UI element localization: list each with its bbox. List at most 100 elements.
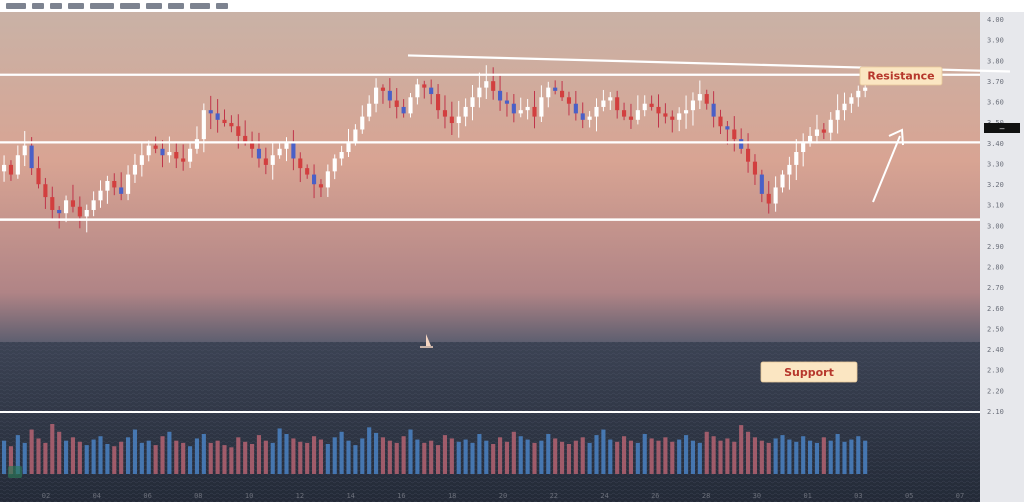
- volume-bar: [684, 435, 689, 474]
- volume-bar: [84, 445, 89, 474]
- toolbar-strip: [6, 2, 228, 10]
- volume-bar: [814, 442, 820, 474]
- candle: [635, 95, 640, 125]
- candle: [43, 177, 48, 209]
- candle: [608, 91, 613, 110]
- volume-bar: [250, 444, 255, 474]
- sky-background: [0, 12, 980, 342]
- volume-bar: [449, 438, 454, 474]
- toolbar-button-3[interactable]: [68, 3, 84, 9]
- candle: [22, 131, 27, 167]
- toolbar-button-8[interactable]: [190, 3, 210, 9]
- candle: [566, 91, 572, 116]
- volume-bar: [601, 429, 606, 474]
- volume-bar: [663, 437, 668, 474]
- x-tick-label: 18: [448, 492, 456, 500]
- volume-bar: [70, 437, 76, 474]
- volume-bar: [498, 437, 503, 474]
- candle: [277, 142, 282, 159]
- volume-bar: [112, 446, 117, 474]
- volume-bar: [98, 436, 103, 474]
- candle: [649, 95, 654, 111]
- volume-bar: [587, 442, 592, 474]
- volume-bar: [50, 424, 55, 474]
- toolbar-button-0[interactable]: [6, 3, 26, 9]
- candle: [787, 156, 792, 190]
- volume-bar: [470, 442, 475, 474]
- resistance-callout: Resistance: [859, 66, 943, 86]
- volume-bar: [442, 435, 448, 474]
- toolbar-button-7[interactable]: [168, 3, 184, 9]
- toolbar-button-1[interactable]: [32, 3, 44, 9]
- candle: [208, 95, 213, 130]
- level-lines: [0, 54, 1011, 413]
- candle: [332, 154, 337, 180]
- volume-bar: [649, 438, 654, 474]
- candle: [449, 101, 454, 135]
- volume-bar: [504, 441, 510, 474]
- x-tick-label: 12: [296, 492, 304, 500]
- volume-bar: [677, 439, 682, 474]
- volume-bar: [43, 442, 48, 474]
- candle: [64, 195, 69, 223]
- toolbar-button-4[interactable]: [90, 3, 114, 9]
- candle: [456, 100, 461, 138]
- toolbar-button-6[interactable]: [146, 3, 162, 9]
- volume-bar: [697, 442, 702, 474]
- candle: [50, 186, 55, 220]
- y-tick-label: 3.20: [987, 181, 1004, 189]
- volume-bar: [243, 441, 248, 474]
- volume-bar: [422, 442, 427, 474]
- volume-bar: [532, 442, 537, 474]
- candle: [160, 140, 165, 168]
- volume-bar: [553, 438, 558, 474]
- y-tick-label: 3.10: [987, 202, 1004, 210]
- y-tick-label: 3.00: [987, 222, 1004, 230]
- candle: [732, 116, 737, 152]
- x-tick-label: 01: [803, 492, 811, 500]
- volume-bar: [408, 429, 413, 474]
- volume-bar: [635, 442, 640, 474]
- candle: [491, 67, 496, 100]
- candle: [697, 80, 702, 110]
- x-tick-label: 28: [702, 492, 710, 500]
- volume-bar: [752, 437, 758, 474]
- candle: [153, 136, 158, 154]
- volume-bar: [394, 442, 399, 474]
- volume-bar: [132, 429, 138, 474]
- toolbar-button-9[interactable]: [216, 3, 228, 9]
- candle: [656, 94, 661, 128]
- candle: [181, 144, 186, 171]
- candle: [498, 75, 503, 111]
- y-tick-label: 3.90: [987, 37, 1004, 45]
- candle: [553, 80, 558, 95]
- y-tick-label: 2.40: [987, 346, 1004, 354]
- candle: [98, 180, 103, 208]
- volume-bar: [374, 432, 379, 474]
- candle: [794, 139, 799, 181]
- volume-bar: [201, 434, 206, 474]
- candle: [422, 80, 427, 99]
- x-tick-label: 14: [346, 492, 354, 500]
- toolbar-button-2[interactable]: [50, 3, 62, 9]
- candle: [250, 131, 255, 158]
- toolbar-button-5[interactable]: [120, 3, 140, 9]
- price-chart[interactable]: 4.003.903.803.703.603.503.403.303.203.10…: [0, 12, 1024, 502]
- candle: [684, 95, 689, 129]
- volume-bar: [566, 444, 572, 474]
- y-tick-label: 3.80: [987, 57, 1004, 65]
- candle: [773, 176, 778, 212]
- candle: [642, 95, 647, 117]
- x-tick-label: 16: [397, 492, 405, 500]
- volume-bar: [167, 431, 172, 474]
- y-tick-label: 2.10: [987, 408, 1004, 416]
- volume-bar: [539, 440, 544, 474]
- candlestick-series: [2, 65, 868, 233]
- volume-bar: [229, 447, 234, 474]
- volume-bar: [77, 441, 82, 474]
- volume-bar: [353, 445, 358, 474]
- volume-bar: [511, 431, 516, 474]
- sailboat-icon: [420, 334, 433, 348]
- candle: [167, 136, 172, 163]
